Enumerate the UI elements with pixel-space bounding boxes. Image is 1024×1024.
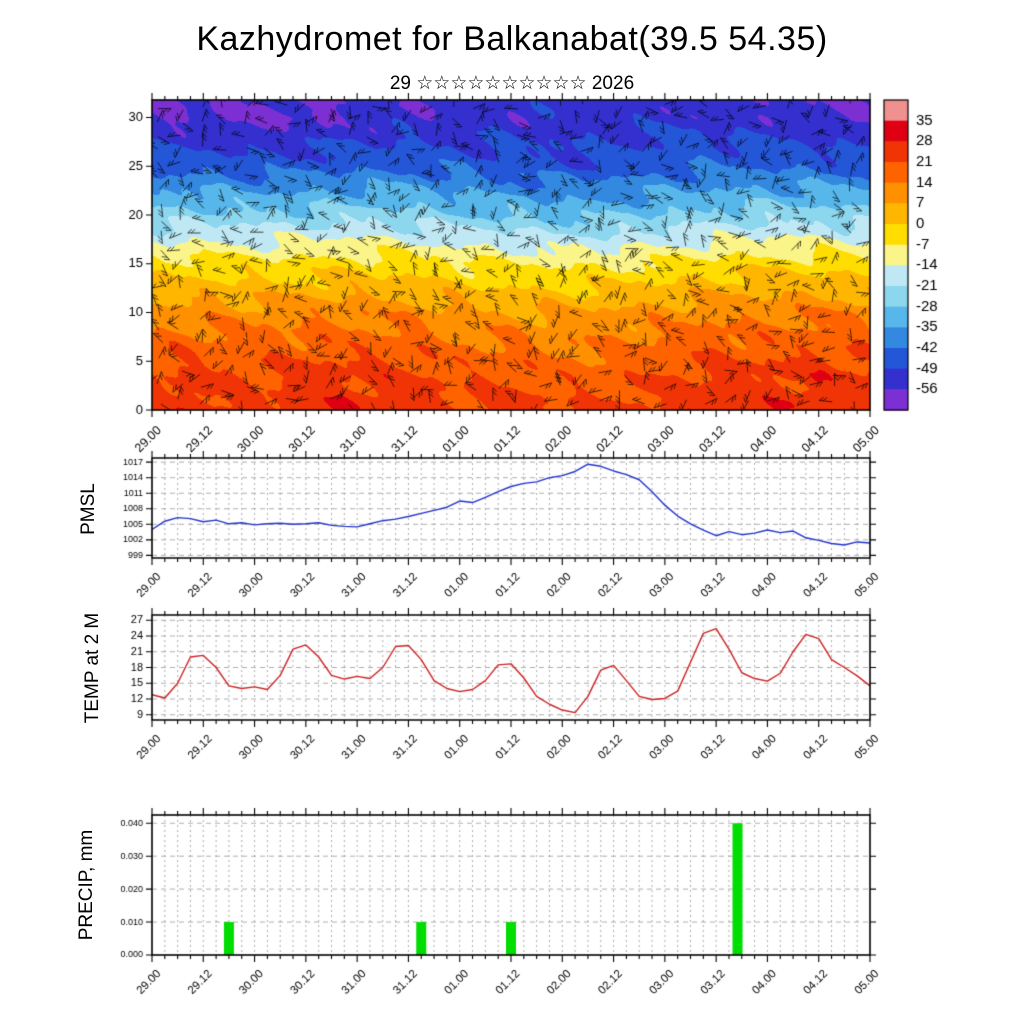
- pmsl-axis-label: PMSL: [78, 483, 99, 535]
- temp-line-panel: [0, 600, 1024, 768]
- page-title: Kazhydromet for Balkanabat(39.5 54.35): [196, 20, 828, 58]
- precip-axis-label: PRECIP, mm: [76, 829, 97, 941]
- date-subtitle: 29 ☆☆☆☆☆☆☆☆☆☆ 2026: [389, 73, 635, 94]
- precip-bar-panel: [0, 800, 1024, 1010]
- pmsl-line-panel: [0, 450, 1024, 600]
- upper-air-heatmap-panel: [0, 92, 1024, 464]
- temp-axis-label: TEMP at 2 M: [82, 612, 103, 724]
